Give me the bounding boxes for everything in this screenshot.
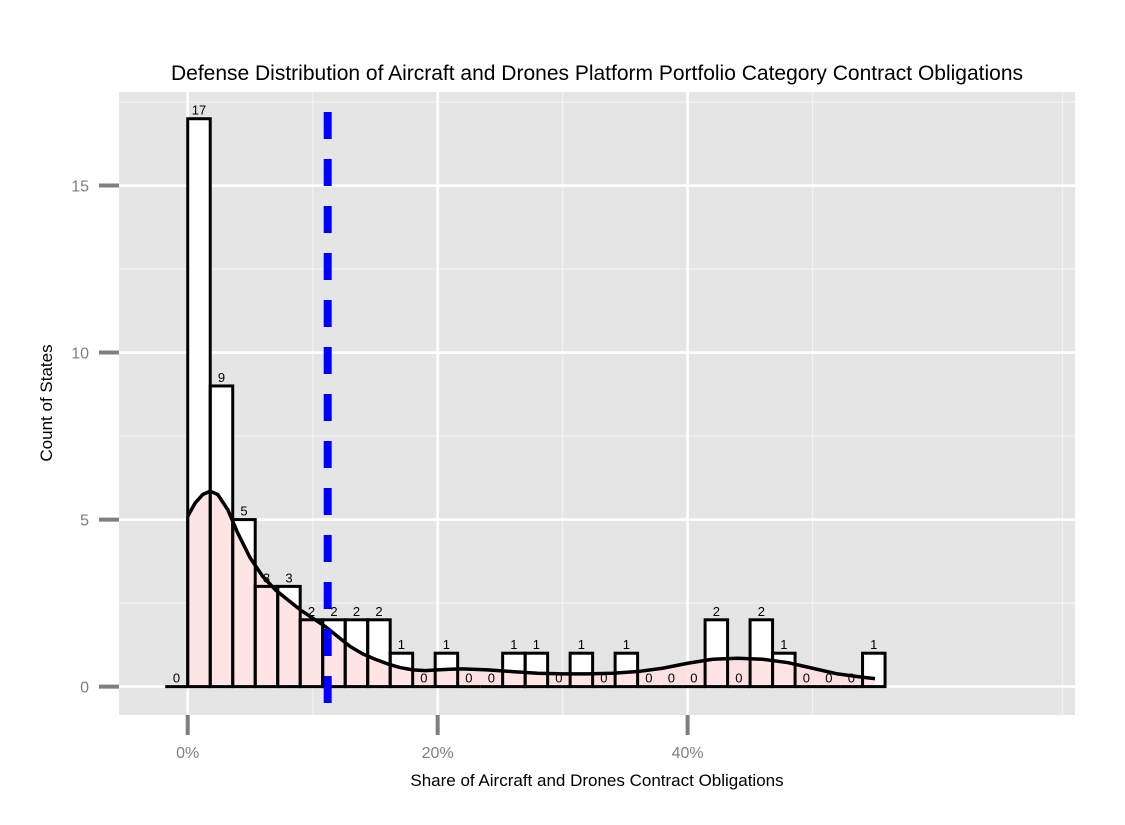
histogram-bar xyxy=(703,618,730,689)
bar-count-label: 1 xyxy=(533,637,540,652)
bar-count-label: 17 xyxy=(192,103,206,118)
bar-count-label: 0 xyxy=(848,671,855,686)
x-tick-label: 20% xyxy=(422,745,454,762)
bar-count-label: 1 xyxy=(398,637,405,652)
density-curve xyxy=(186,489,876,681)
bar-outlines xyxy=(165,117,887,689)
bar-count-label: 1 xyxy=(578,637,585,652)
bar-count-label: 2 xyxy=(308,604,315,619)
bar-count-label: 2 xyxy=(713,604,720,619)
bar-count-label: 0 xyxy=(690,671,697,686)
y-tick-label: 0 xyxy=(80,680,89,697)
bar-count-label: 1 xyxy=(510,637,517,652)
bar-count-label: 0 xyxy=(735,671,742,686)
bar-count-label: 1 xyxy=(780,637,787,652)
bar-count-label: 9 xyxy=(218,370,225,385)
bar-count-label: 1 xyxy=(443,637,450,652)
y-tick-label: 15 xyxy=(71,179,89,196)
bar-count-label: 2 xyxy=(353,604,360,619)
y-tick-label: 10 xyxy=(71,346,89,363)
x-axis-title: Share of Aircraft and Drones Contract Ob… xyxy=(410,771,783,790)
y-tick-label: 5 xyxy=(80,513,89,530)
histogram-bar xyxy=(523,651,550,689)
histogram-bar xyxy=(861,651,887,689)
histogram-bar xyxy=(433,651,460,689)
bar-count-label: 3 xyxy=(263,570,270,585)
bar-count-label: 1 xyxy=(623,637,630,652)
bar-count-label: 0 xyxy=(600,671,607,686)
bar-count-label: 0 xyxy=(555,671,562,686)
bar-count-label: 0 xyxy=(668,671,675,686)
histogram-bar xyxy=(613,651,640,689)
bar-count-label: 2 xyxy=(375,604,382,619)
bar-count-label: 5 xyxy=(240,504,247,519)
bar-count-label: 1 xyxy=(870,637,877,652)
histogram-bar xyxy=(771,651,797,689)
histogram-bar xyxy=(388,651,415,689)
x-tick-label: 40% xyxy=(672,745,704,762)
bar-count-label: 0 xyxy=(488,671,495,686)
x-tick-label: 0% xyxy=(176,745,199,762)
bar-count-label: 2 xyxy=(758,604,765,619)
bar-count-label: 0 xyxy=(645,671,652,686)
y-axis-title: Count of States xyxy=(37,344,56,461)
bar-count-label: 3 xyxy=(285,570,292,585)
bar-count-label: 0 xyxy=(173,671,180,686)
histogram-bar xyxy=(568,651,595,689)
bar-count-label: 0 xyxy=(420,671,427,686)
bar-count-label: 0 xyxy=(803,671,810,686)
bar-count-label: 0 xyxy=(825,671,832,686)
bar-count-label: 2 xyxy=(330,604,337,619)
chart-title: Defense Distribution of Aircraft and Dro… xyxy=(171,62,1023,85)
bar-count-label: 0 xyxy=(465,671,472,686)
